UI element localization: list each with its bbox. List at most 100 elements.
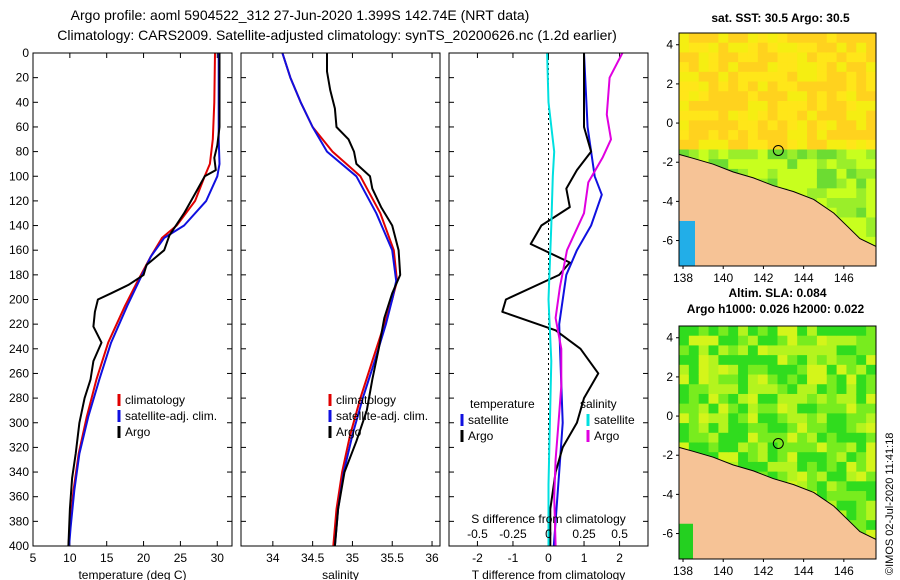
map-cell xyxy=(816,345,828,356)
map-cell xyxy=(797,432,808,443)
map-cell xyxy=(698,52,710,63)
map-cell xyxy=(679,384,690,395)
map-cell xyxy=(836,452,847,463)
map-cell xyxy=(738,364,749,376)
map-cell xyxy=(767,33,778,44)
map-cell xyxy=(787,168,798,180)
y-tick-label: 220 xyxy=(9,317,29,331)
x2-tick-label: 0.5 xyxy=(611,527,628,541)
map-cell xyxy=(767,364,778,376)
map-cell xyxy=(698,384,710,395)
map-cell xyxy=(836,481,847,492)
map-cell xyxy=(807,120,818,131)
map-cell xyxy=(807,442,818,453)
map-cell xyxy=(797,345,808,356)
map-cell xyxy=(738,393,749,405)
map-cell xyxy=(698,326,710,337)
map-cell xyxy=(757,374,769,385)
map-cell xyxy=(846,188,857,199)
map-cell xyxy=(708,432,719,443)
map-cell xyxy=(816,42,828,53)
map-y-tick-label: -6 xyxy=(662,234,673,248)
map-cell xyxy=(747,384,759,395)
map-cell xyxy=(807,393,818,405)
map-cell xyxy=(826,120,838,131)
map-cell xyxy=(708,149,719,160)
map-cell xyxy=(688,384,700,395)
map-cell xyxy=(738,403,749,414)
map-cell xyxy=(807,71,818,83)
map-cell xyxy=(846,178,857,189)
map-cell xyxy=(797,403,808,414)
map-cell xyxy=(826,442,838,453)
map-cell xyxy=(846,481,857,492)
map-cell xyxy=(777,393,788,405)
map-cell xyxy=(846,471,857,482)
map-cell xyxy=(757,52,769,63)
map-cell xyxy=(826,62,838,73)
map-cell xyxy=(866,33,877,44)
map-cell xyxy=(679,355,690,366)
map-cell xyxy=(807,139,818,150)
map-cell xyxy=(718,149,729,160)
map-cell xyxy=(679,413,690,424)
map-cell xyxy=(836,374,847,385)
map-cell xyxy=(836,207,847,218)
map-cell xyxy=(728,91,739,102)
map-cell xyxy=(728,442,739,453)
map-cell xyxy=(698,91,710,102)
map-cell xyxy=(826,188,838,199)
map-cell xyxy=(728,364,739,376)
y-tick-label: 40 xyxy=(16,95,30,109)
map-cell xyxy=(846,110,857,121)
map-cell xyxy=(836,403,847,414)
map-cell xyxy=(836,91,847,102)
map-cell xyxy=(698,139,710,150)
map-cell xyxy=(728,42,739,53)
map-cell xyxy=(757,393,769,405)
map-cell xyxy=(787,345,798,356)
legend-label: climatology xyxy=(336,393,396,407)
map-cell xyxy=(688,442,700,453)
map-cell xyxy=(738,374,749,385)
map-cell xyxy=(688,62,700,73)
map-cell xyxy=(856,178,867,189)
map-cell xyxy=(767,403,778,414)
map-cell xyxy=(757,42,769,53)
map-cell xyxy=(807,178,818,189)
map-y-tick-label: -6 xyxy=(662,527,673,541)
map-cell xyxy=(836,130,847,141)
map-cell xyxy=(757,62,769,73)
argo-position-marker xyxy=(772,144,784,156)
map-y-tick-label: -2 xyxy=(662,448,673,462)
map-cell xyxy=(708,42,719,53)
map-cell xyxy=(856,413,867,424)
map-cell xyxy=(708,374,719,385)
map-cell xyxy=(807,423,818,434)
map-cell xyxy=(826,198,838,209)
map-cell xyxy=(816,100,828,112)
map-cell xyxy=(708,393,719,405)
map-cell xyxy=(728,33,739,44)
map-cell xyxy=(718,62,729,73)
map-cell xyxy=(816,178,828,189)
map-cell xyxy=(787,355,798,366)
map-cell xyxy=(698,62,710,73)
map-cell xyxy=(777,452,788,463)
map-cell xyxy=(797,423,808,434)
y-tick-label: 360 xyxy=(9,490,29,504)
map-cell xyxy=(738,159,749,170)
map-cell xyxy=(826,432,838,443)
map-cell xyxy=(816,159,828,170)
map-cell xyxy=(738,81,749,92)
map-cell xyxy=(866,81,877,92)
map-x-tick-label: 146 xyxy=(834,564,854,578)
map-cell xyxy=(698,374,710,385)
map-cell xyxy=(757,100,769,112)
map-cell xyxy=(718,33,729,44)
map-cell xyxy=(738,355,749,366)
map-cell xyxy=(797,461,808,473)
map-cell xyxy=(787,413,798,424)
plot-frame xyxy=(240,52,441,547)
map-cell xyxy=(679,52,690,63)
